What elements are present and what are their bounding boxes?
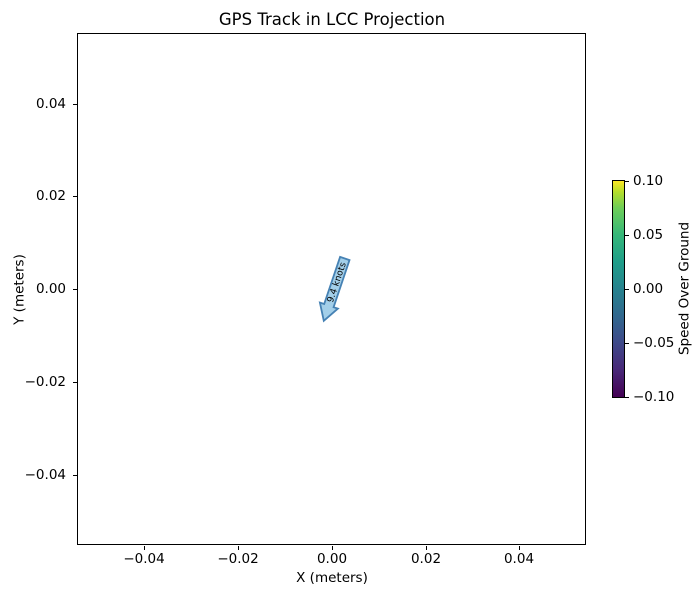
- colorbar-tick-label: −0.05: [633, 335, 675, 351]
- x-tick-label: 0.02: [410, 551, 442, 567]
- y-tick-mark: [73, 196, 77, 197]
- y-tick-label: −0.02: [24, 374, 66, 390]
- x-tick-mark: [426, 546, 427, 550]
- y-tick-label: −0.04: [24, 467, 66, 483]
- x-tick-mark: [332, 546, 333, 550]
- x-tick-mark: [144, 546, 145, 550]
- x-tick-mark: [519, 546, 520, 550]
- y-tick-mark: [73, 475, 77, 476]
- speed-annotation-label: 9.4 knots: [326, 261, 349, 304]
- colorbar-tick-mark: [625, 397, 629, 398]
- x-tick-mark: [238, 546, 239, 550]
- colorbar-label: Speed Over Ground: [676, 221, 693, 356]
- x-tick-label: 0.00: [316, 551, 348, 567]
- colorbar-tick-mark: [625, 181, 629, 182]
- colorbar-tick-label: 0.05: [633, 227, 664, 243]
- x-tick-label: 0.04: [503, 551, 535, 567]
- y-tick-mark: [73, 289, 77, 290]
- colorbar-tick-mark: [625, 235, 629, 236]
- y-tick-mark: [73, 104, 77, 105]
- y-axis-label: Y (meters): [11, 254, 28, 325]
- colorbar-tick-label: 0.10: [633, 173, 664, 189]
- plot-canvas: 9.4 knots: [318, 255, 351, 323]
- x-axis-label: X (meters): [296, 570, 368, 586]
- colorbar-tick-mark: [625, 343, 629, 344]
- speed-arrow: [318, 255, 351, 323]
- colorbar-tick-mark: [625, 289, 629, 290]
- y-tick-label: 0.04: [35, 96, 66, 112]
- y-tick-label: 0.02: [35, 188, 66, 204]
- plot-area: 9.4 knots: [77, 33, 586, 545]
- x-tick-label: −0.02: [217, 551, 259, 567]
- y-tick-label: 0.00: [35, 281, 66, 297]
- colorbar-tick-label: −0.10: [633, 389, 675, 405]
- y-tick-mark: [73, 382, 77, 383]
- colorbar-tick-label: 0.00: [633, 281, 664, 297]
- chart-title: GPS Track in LCC Projection: [218, 10, 446, 29]
- x-tick-label: −0.04: [123, 551, 165, 567]
- colorbar-gradient: [612, 180, 625, 398]
